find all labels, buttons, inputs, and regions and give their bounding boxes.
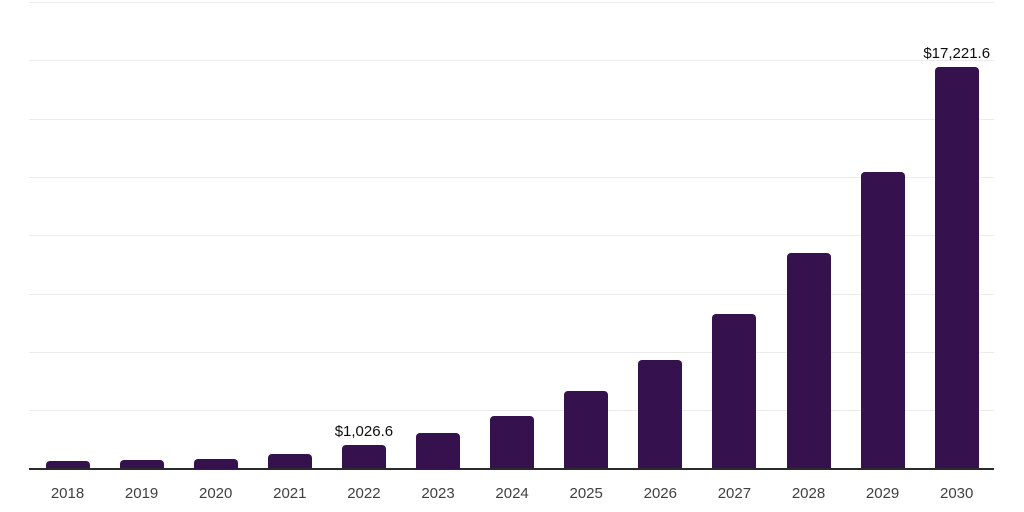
gridline-12500	[29, 176, 994, 178]
gridline-2500	[29, 410, 994, 412]
bar-2028[interactable]	[786, 253, 831, 469]
bar-2019[interactable]	[119, 459, 164, 469]
bar-2022[interactable]	[341, 444, 386, 469]
bar-2021[interactable]	[267, 453, 312, 469]
bar-2024[interactable]	[490, 415, 535, 469]
gridline-15000	[29, 118, 994, 120]
x-tick-label-2024: 2024	[495, 485, 529, 502]
bar-2027[interactable]	[712, 314, 757, 469]
x-tick-label-2018: 2018	[50, 485, 85, 502]
bar-2023[interactable]	[416, 432, 460, 469]
x-tick-label-2022: 2022	[347, 485, 381, 502]
bar-2020[interactable]	[193, 458, 238, 469]
value-label-2022: $1,026.6	[334, 422, 394, 440]
x-tick-label-2020: 2020	[199, 485, 233, 502]
x-tick-label-2025: 2025	[569, 485, 603, 502]
x-tick-label-2023: 2023	[421, 485, 455, 502]
gridline-10000	[29, 235, 994, 237]
bar-2018[interactable]	[45, 460, 90, 469]
gridline-7500	[29, 293, 994, 295]
bar-2029[interactable]	[860, 172, 905, 469]
x-tick-label-2026: 2026	[643, 485, 677, 502]
x-tick-label-2028: 2028	[791, 485, 826, 502]
x-axis-line	[29, 467, 994, 470]
x-tick-label-2019: 2019	[124, 485, 159, 502]
value-label-2030: $17,221.6	[923, 44, 991, 62]
x-tick-label-2029: 2029	[865, 485, 900, 502]
bar-2025[interactable]	[564, 391, 609, 469]
bar-2030[interactable]	[934, 66, 979, 469]
gridline-17500	[29, 60, 994, 62]
x-tick-label-2021: 2021	[273, 485, 307, 502]
gridline-5000	[29, 351, 994, 353]
bar-2026[interactable]	[638, 359, 683, 469]
x-tick-label-2030: 2030	[940, 485, 974, 502]
x-tick-label-2027: 2027	[717, 485, 752, 502]
gridline-20000	[29, 2, 994, 3]
